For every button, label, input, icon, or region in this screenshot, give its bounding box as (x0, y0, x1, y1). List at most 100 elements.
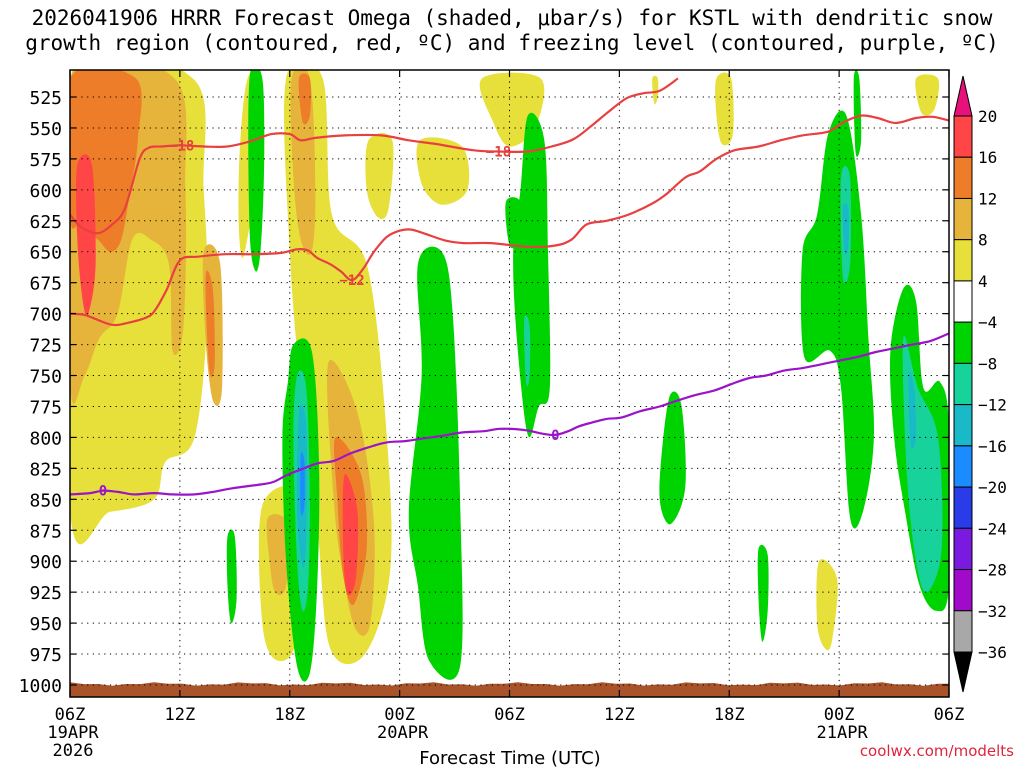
colorbar-label-0: 20 (978, 107, 997, 126)
colorbar: 20 16 12 8 4 −4 −8 −12 −16 −20 −24 −28 −32 −36 (953, 75, 1007, 693)
colorbar-box-10 (953, 527, 973, 571)
y-tick-label-925: 925 (29, 583, 62, 604)
omega-region-6 (652, 75, 659, 105)
omega-region-40 (300, 452, 305, 516)
colorbar-label-11: −28 (978, 561, 1007, 580)
y-tick-label-825: 825 (29, 459, 62, 480)
y-tick-label-650: 650 (29, 243, 62, 264)
omega-shading (70, 70, 949, 682)
omega-region-25 (408, 246, 463, 680)
title-line-2: growth region (contoured, red, ºC) and f… (25, 31, 999, 55)
x-tick-label-12: 18Z (274, 705, 305, 725)
omega-region-3 (365, 132, 394, 220)
contour-label-minus18-1: −18 (486, 144, 511, 160)
colorbar-box-2 (953, 197, 973, 241)
omega-region-7 (715, 72, 734, 146)
omega-region-24 (226, 529, 237, 624)
colorbar-box-9 (953, 486, 973, 529)
x-tick-date-18: 20APR (377, 723, 429, 743)
omega-region-29 (757, 544, 769, 642)
omega-region-19 (205, 270, 215, 378)
omega-region-28 (659, 391, 686, 525)
colorbar-box-3 (953, 239, 973, 282)
omega-region-36 (902, 335, 943, 593)
y-tick-label-675: 675 (29, 274, 62, 295)
y-tick-label-750: 750 (29, 367, 62, 388)
colorbar-label-13: −36 (978, 643, 1007, 662)
x-tick-label-48: 06Z (934, 705, 965, 725)
y-axis: 525 550 575 600 625 650 675 700 725 750 775 800 825 8… (19, 88, 949, 697)
omega-region-4 (416, 137, 470, 205)
colorbar-label-1: 16 (978, 148, 997, 167)
omega-region-26 (513, 112, 551, 438)
y-tick-label-1000: 1000 (19, 676, 62, 697)
omega-region-10 (816, 559, 838, 651)
omega-region-17 (298, 73, 312, 125)
omega-region-21 (342, 474, 359, 596)
contour-labels: −18 −18 −12 0 0 (99, 138, 560, 500)
y-tick-label-525: 525 (29, 88, 62, 109)
colorbar-box-5 (953, 321, 973, 364)
colorbar-label-3: 8 (978, 231, 988, 250)
y-tick-label-875: 875 (29, 521, 62, 542)
y-tick-label-700: 700 (29, 305, 62, 326)
temperature-contours (70, 77, 949, 496)
contour-zero (70, 332, 949, 496)
contour-label-zero-0: 0 (99, 484, 107, 500)
colorbar-box-6 (953, 362, 973, 406)
omega-region-39 (908, 372, 917, 449)
omega-region-34 (524, 315, 531, 387)
omega-region-38 (842, 203, 849, 255)
omega-region-20 (76, 154, 96, 317)
colorbar-label-8: −16 (978, 437, 1007, 456)
colorbar-box-11 (953, 569, 973, 612)
contour-label-zero-1: 0 (551, 428, 559, 444)
x-tick-year-0: 2026 (53, 741, 94, 761)
x-tick-label-0: 06Z (55, 705, 86, 725)
omega-region-8 (915, 74, 940, 116)
colorbar-box-7 (953, 404, 973, 447)
y-tick-label-975: 975 (29, 645, 62, 666)
omega-region-22 (248, 70, 265, 272)
contour-minus18 (70, 77, 679, 235)
colorbar-top-arrow (953, 75, 973, 117)
chart-title: 2026041906 HRRR Forecast Omega (shaded, … (0, 6, 1024, 56)
omega-region-30 (853, 70, 862, 157)
y-tick-label-800: 800 (29, 428, 62, 449)
x-tick-label-6: 12Z (165, 705, 196, 725)
y-tick-label-575: 575 (29, 150, 62, 171)
colorbar-label-5: −4 (978, 313, 997, 332)
colorbar-label-10: −24 (978, 519, 1007, 538)
y-tick-label-625: 625 (29, 212, 62, 233)
x-tick-label-18: 00Z (384, 705, 415, 725)
colorbar-box-1 (953, 156, 973, 199)
x-tick-date-0: 19APR (47, 723, 99, 743)
x-axis-label: Forecast Time (UTC) (419, 748, 600, 768)
contour-label-minus18-0: −18 (169, 138, 194, 154)
colorbar-box-12 (953, 610, 973, 653)
colorbar-label-4: 4 (978, 272, 988, 291)
grid-lines (70, 70, 949, 697)
y-tick-label-950: 950 (29, 614, 62, 635)
title-line-1: 2026041906 HRRR Forecast Omega (shaded, … (31, 6, 993, 30)
x-tick-label-42: 00Z (824, 705, 855, 725)
y-tick-label-550: 550 (29, 119, 62, 140)
colorbar-label-2: 12 (978, 189, 997, 208)
colorbar-label-6: −8 (978, 354, 997, 373)
colorbar-label-7: −12 (978, 396, 1007, 415)
omega-region-15 (266, 514, 290, 596)
x-tick-label-36: 18Z (714, 705, 745, 725)
x-tick-label-30: 12Z (604, 705, 635, 725)
colorbar-box-4 (953, 280, 973, 323)
contour-label-minus12-0: −12 (339, 273, 364, 289)
y-tick-label-725: 725 (29, 336, 62, 357)
y-tick-label-600: 600 (29, 181, 62, 202)
colorbar-label-9: −20 (978, 478, 1007, 497)
colorbar-label-12: −32 (978, 602, 1007, 621)
x-tick-date-42: 21APR (817, 723, 869, 743)
contour-minus12 (70, 114, 949, 327)
credit-link[interactable]: coolwx.com/modelts (859, 742, 1014, 760)
colorbar-box-0 (953, 115, 973, 158)
